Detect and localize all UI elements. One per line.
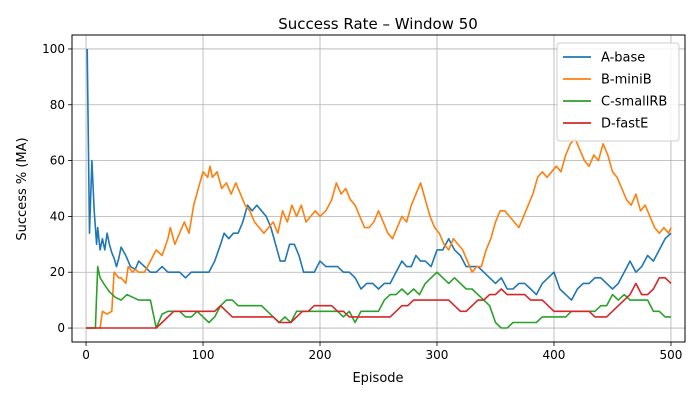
x-tick-label: 0 [82,348,90,362]
x-axis-label: Episode [352,371,403,386]
series-line-d-faste [86,277,672,329]
x-tick-label: 300 [426,348,449,362]
legend: A-base B-miniB C-smallRB D-fastE [556,42,680,142]
series-line-b-minib [86,137,672,329]
y-tick-label: 60 [50,154,65,168]
x-tick-label: 100 [192,348,215,362]
chart-title: Success Rate – Window 50 [278,15,478,33]
y-tick-label: 20 [50,265,65,279]
x-tick-label: 400 [543,348,566,362]
y-tick-label: 40 [50,209,65,223]
series-line-a-base [86,48,672,301]
y-tick-label: 0 [57,321,65,335]
axis-ticks: 0 100 200 300 400 500 0 20 40 60 80 100 [42,42,682,362]
legend-label: B-miniB [601,73,652,88]
legend-label: D-fastE [601,117,648,132]
y-axis-label: Success % (MA) [15,137,30,240]
legend-label: C-smallRB [601,95,667,110]
y-tick-label: 80 [50,98,65,112]
legend-box [556,42,680,142]
x-tick-label: 500 [660,348,683,362]
y-tick-label: 100 [42,42,65,56]
legend-label: A-base [601,51,645,66]
x-tick-label: 200 [309,348,332,362]
series-line-c-smallrb [86,265,671,329]
plot-frame [71,34,686,343]
